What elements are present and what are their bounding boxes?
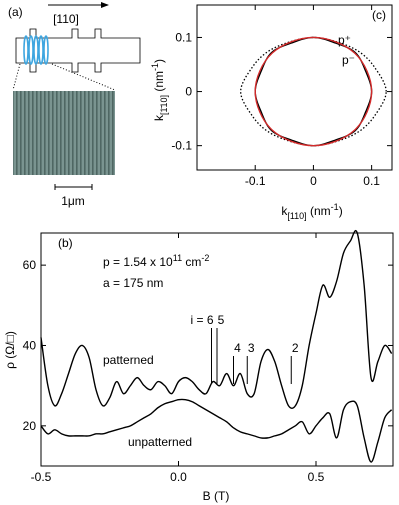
zoom-line bbox=[51, 63, 116, 91]
series-line bbox=[40, 398, 393, 463]
axis-title-part: (nm bbox=[307, 204, 331, 218]
axis-title-part: ) bbox=[152, 59, 166, 63]
y-tick-label: 20 bbox=[23, 419, 37, 433]
x-axis-title: B (T) bbox=[203, 489, 230, 503]
marker-label: 5 bbox=[218, 313, 225, 327]
x-tick-label: 0 bbox=[310, 174, 317, 188]
axis-title-part: ) bbox=[339, 204, 343, 218]
y-tick-label: 40 bbox=[23, 338, 37, 352]
x-tick-label: 0.0 bbox=[170, 470, 187, 484]
y-tick-label: 0.1 bbox=[175, 30, 192, 44]
panel-a: (a) [110] 1μm bbox=[8, 2, 141, 208]
marker-label: 3 bbox=[248, 341, 255, 355]
label-part: -2 bbox=[201, 253, 209, 263]
plot-frame bbox=[40, 232, 394, 467]
x-tick-label: -0.5 bbox=[31, 470, 52, 484]
y-tick-label: -0.1 bbox=[171, 139, 192, 153]
y-axis-title: k[1̄10] (nm-1) bbox=[150, 59, 169, 121]
series-label: unpatterned bbox=[128, 435, 192, 449]
panel-label: (a) bbox=[8, 5, 23, 19]
panel-label: (b) bbox=[58, 236, 73, 250]
gratings bbox=[23, 35, 49, 65]
density-label: p = 1.54 x 1011 cm-2 bbox=[103, 253, 209, 269]
series-label: patterned bbox=[103, 353, 154, 367]
label-part: cm bbox=[182, 255, 201, 269]
sem-image bbox=[13, 91, 115, 175]
y-axis-title: ρ (Ω/□) bbox=[3, 331, 17, 369]
x-tick-label: 0.1 bbox=[363, 174, 380, 188]
plot-frame bbox=[196, 4, 393, 171]
x-tick-label: -0.1 bbox=[245, 174, 266, 188]
axis-title-part: [110] bbox=[287, 211, 306, 221]
series-line bbox=[40, 229, 393, 409]
label-part: 11 bbox=[173, 253, 182, 263]
direction-label: [110] bbox=[53, 12, 79, 26]
axis-title-part: -1 bbox=[150, 63, 160, 71]
label-part: p = 1.54 x 10 bbox=[103, 255, 173, 269]
x-axis-title: k[110] (nm-1) bbox=[281, 202, 342, 221]
series-label: p⁻ bbox=[342, 53, 355, 67]
axis-title-part: [1̄10] bbox=[159, 95, 169, 115]
axis-title-part: -1 bbox=[331, 202, 339, 212]
axis-title-part: (nm bbox=[152, 71, 166, 95]
marker-label: 4 bbox=[234, 341, 241, 355]
scale-label: 1μm bbox=[61, 194, 85, 208]
marker-label: 2 bbox=[292, 341, 299, 355]
axis-title-part: k bbox=[281, 204, 288, 218]
zoom-line bbox=[12, 63, 21, 91]
panel-label: (c) bbox=[372, 8, 386, 22]
axis-title-part: k bbox=[152, 114, 166, 121]
y-tick-label: 0 bbox=[185, 85, 192, 99]
y-tick-label: 60 bbox=[23, 258, 37, 272]
period-label: a = 175 nm bbox=[103, 276, 163, 290]
series-line bbox=[254, 36, 373, 147]
marker-label: i = 6 bbox=[190, 313, 213, 327]
series-line bbox=[240, 36, 387, 147]
x-tick-label: 0.5 bbox=[308, 470, 325, 484]
